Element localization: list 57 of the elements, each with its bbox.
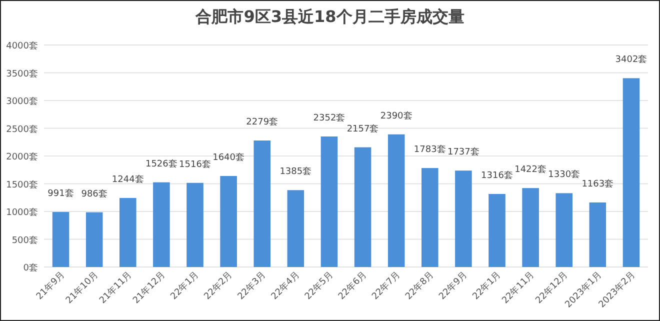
y-tick-label: 1000套 bbox=[6, 207, 38, 218]
bar bbox=[488, 194, 506, 267]
y-tick-label: 3500套 bbox=[6, 68, 38, 80]
x-tick-label: 22年2月 bbox=[202, 269, 235, 302]
y-tick-label: 0套 bbox=[23, 262, 38, 274]
data-label: 1422套 bbox=[514, 164, 547, 176]
data-label: 2390套 bbox=[380, 110, 412, 122]
bar bbox=[52, 212, 70, 267]
y-tick-label: 2500套 bbox=[6, 124, 38, 135]
y-tick-label: 3000套 bbox=[6, 96, 38, 107]
data-label: 1640套 bbox=[212, 152, 245, 163]
bar bbox=[522, 188, 539, 267]
data-label: 1385套 bbox=[280, 166, 312, 178]
data-label: 1244套 bbox=[112, 174, 144, 185]
data-label: 1516套 bbox=[179, 158, 211, 170]
x-tick-label: 22年6月 bbox=[336, 269, 369, 302]
data-label: 1783套 bbox=[414, 144, 446, 156]
y-tick-label: 500套 bbox=[12, 234, 38, 246]
x-tick-label: 22年1月 bbox=[168, 269, 202, 302]
y-tick-label: 2000套 bbox=[6, 152, 38, 162]
data-label: 2157套 bbox=[346, 123, 379, 134]
data-label: 1163套 bbox=[582, 178, 614, 190]
bar bbox=[354, 147, 372, 267]
data-label: 3402套 bbox=[615, 54, 648, 66]
data-label: 2352套 bbox=[313, 112, 346, 124]
y-tick-label: 4000套 bbox=[6, 40, 38, 52]
bar bbox=[153, 182, 170, 267]
bar bbox=[422, 168, 438, 267]
x-tick-label: 22年9月 bbox=[436, 269, 470, 302]
data-label: 1316套 bbox=[481, 170, 513, 181]
x-tick-label: 21年12月 bbox=[130, 269, 168, 306]
data-label: 2279套 bbox=[246, 116, 278, 128]
bar bbox=[120, 198, 136, 267]
data-label: 1737套 bbox=[447, 146, 480, 158]
y-tick-label: 1500套 bbox=[6, 179, 38, 190]
bar bbox=[254, 140, 270, 267]
x-tick-label: 22年8月 bbox=[403, 269, 436, 302]
bar bbox=[186, 182, 204, 267]
x-tick-label: 22年4月 bbox=[269, 269, 302, 302]
bar bbox=[455, 170, 472, 267]
data-label: 986套 bbox=[81, 188, 108, 200]
bar bbox=[556, 193, 572, 267]
data-label: 991套 bbox=[48, 188, 74, 199]
bar bbox=[589, 202, 606, 267]
bar bbox=[622, 78, 640, 267]
chart-title: 合肥市9区3县近18个月二手房成交量 bbox=[194, 7, 464, 26]
x-tick-label: 22年7月 bbox=[370, 269, 402, 302]
x-tick-label: 21年10月 bbox=[64, 269, 100, 306]
x-tick-label: 22年5月 bbox=[302, 269, 336, 302]
bar bbox=[287, 190, 304, 267]
bar bbox=[320, 136, 338, 267]
data-label: 1526套 bbox=[145, 158, 178, 170]
x-tick-label: 22年3月 bbox=[236, 269, 268, 302]
data-label: 1330套 bbox=[548, 169, 580, 180]
bar bbox=[86, 212, 103, 267]
bar bbox=[220, 176, 237, 267]
bar bbox=[388, 134, 405, 267]
